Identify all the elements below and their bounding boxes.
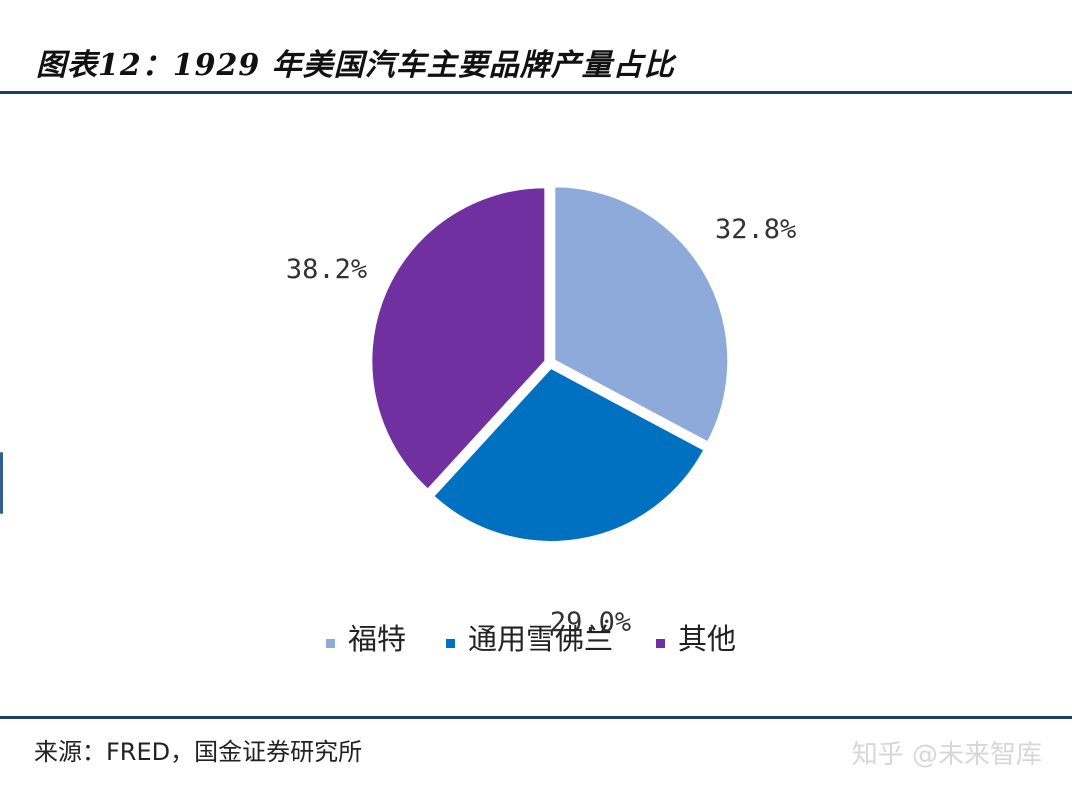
legend-marker-2	[446, 639, 455, 648]
legend-label-3: 其他	[678, 622, 736, 656]
legend-marker-1	[326, 639, 335, 648]
data-label-1: 32.8%	[715, 214, 796, 245]
legend-marker-3	[656, 639, 665, 648]
pie-data-labels: 32.8% 29.0% 38.2%	[286, 214, 796, 638]
watermark: 知乎 @未来智库	[851, 740, 1042, 770]
source-note: 来源：FRED，国金证券研究所	[34, 738, 363, 766]
data-label-3: 38.2%	[286, 254, 367, 285]
data-label-2: 29.0%	[550, 607, 631, 638]
legend-label-1: 福特	[348, 622, 406, 656]
pie-slice-3	[370, 186, 547, 491]
legend-label-2: 通用雪佛兰	[468, 622, 613, 656]
chart-legend: 福特 通用雪佛兰 其他	[326, 622, 736, 656]
edge-mark	[0, 452, 3, 514]
page-title: 图表12：1929 年美国汽车主要品牌产量占比	[36, 48, 675, 83]
pie-slice-1	[553, 185, 730, 444]
pie-chart: 32.8% 29.0% 38.2% 福特 通用雪佛兰 其他	[286, 185, 796, 656]
title-divider	[0, 91, 1072, 94]
pie-slice-2	[431, 366, 706, 543]
footer-divider	[0, 716, 1072, 719]
pie-slices	[370, 185, 730, 543]
